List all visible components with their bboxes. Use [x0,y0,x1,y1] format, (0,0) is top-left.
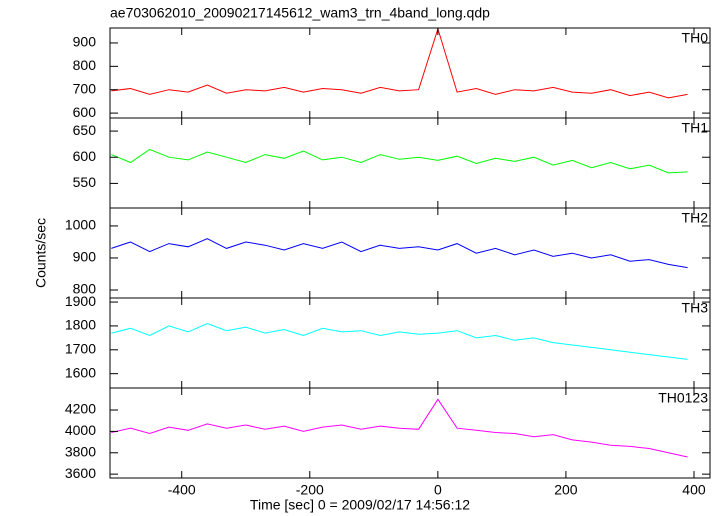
light-curve [111,398,688,458]
y-tick-label: 1600 [65,364,96,380]
light-curve [111,148,688,174]
y-tick-label: 900 [73,34,97,50]
y-tick-label: 600 [73,148,97,164]
y-tick-label: 800 [73,281,97,297]
y-tick-label: 700 [73,80,97,96]
x-tick-label: 200 [554,482,578,498]
x-tick-label: 400 [682,482,706,498]
panel-frame [109,297,711,389]
y-tick-label: 4000 [65,422,96,438]
y-tick-label: 900 [73,249,97,265]
y-tick-label: 550 [73,174,97,190]
x-axis-label: Time [sec] 0 = 2009/02/17 14:56:12 [250,497,470,513]
panel-label: TH1 [682,120,709,136]
panel-label: TH3 [682,300,709,316]
x-tick-label: 0 [434,482,442,498]
chart-title: ae703062010_20090217145612_wam3_trn_4ban… [110,5,490,21]
panel-frame [109,27,711,119]
y-axis-label: Counts/sec [33,218,49,288]
y-tick-label: 3800 [65,443,96,459]
panel-frame [109,207,711,299]
light-curve [111,322,688,360]
y-tick-label: 600 [73,104,97,120]
y-tick-label: 4200 [65,401,96,417]
y-tick-label: 1900 [65,293,96,309]
y-tick-label: 1000 [65,217,96,233]
y-tick-label: 3600 [65,465,96,481]
panel-frame [109,117,711,209]
panel-frame [109,387,711,479]
panel-label: TH2 [682,210,709,226]
panel-label: TH0 [682,30,709,46]
y-tick-label: 650 [73,122,97,138]
x-tick-label: -200 [296,482,324,498]
x-tick-label: -400 [168,482,196,498]
y-tick-label: 800 [73,57,97,73]
light-curve [111,27,688,99]
panel-label: TH0123 [658,390,708,406]
light-curve [111,238,688,269]
y-tick-label: 1700 [65,341,96,357]
y-tick-label: 1800 [65,317,96,333]
